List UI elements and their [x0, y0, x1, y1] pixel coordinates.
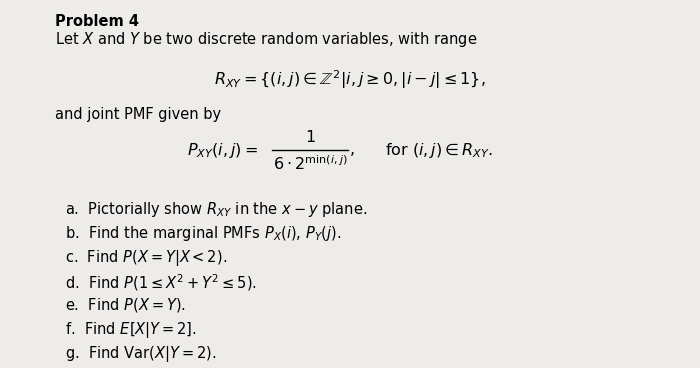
Text: b.  Find the marginal PMFs $P_X(i)$, $P_Y(j)$.: b. Find the marginal PMFs $P_X(i)$, $P_Y… — [65, 224, 342, 243]
Text: Problem 4: Problem 4 — [55, 14, 139, 29]
Text: Let $X$ and $Y$ be two discrete random variables, with range: Let $X$ and $Y$ be two discrete random v… — [55, 30, 477, 49]
Text: c.  Find $P(X = Y|X < 2)$.: c. Find $P(X = Y|X < 2)$. — [65, 248, 227, 268]
Text: e.  Find $P(X = Y)$.: e. Find $P(X = Y)$. — [65, 296, 186, 314]
Text: $6 \cdot 2^{\min(i,j)}$: $6 \cdot 2^{\min(i,j)}$ — [272, 155, 347, 173]
Text: for $(i, j) \in R_{XY}.$: for $(i, j) \in R_{XY}.$ — [385, 141, 494, 159]
Text: g.  Find $\mathrm{Var}(X|Y = 2)$.: g. Find $\mathrm{Var}(X|Y = 2)$. — [65, 344, 216, 364]
Text: $R_{XY} = \{(i,j) \in \mathbb{Z}^2|i, j \geq 0, |i - j| \leq 1\},$: $R_{XY} = \{(i,j) \in \mathbb{Z}^2|i, j … — [214, 68, 486, 91]
Text: d.  Find $P(1 \leq X^2 + Y^2 \leq 5)$.: d. Find $P(1 \leq X^2 + Y^2 \leq 5)$. — [65, 272, 257, 293]
Text: a.  Pictorially show $R_{XY}$ in the $x - y$ plane.: a. Pictorially show $R_{XY}$ in the $x -… — [65, 200, 368, 219]
Text: $1$: $1$ — [304, 129, 316, 145]
Text: and joint PMF given by: and joint PMF given by — [55, 107, 221, 122]
Text: $P_{XY}(i,j) =$: $P_{XY}(i,j) =$ — [187, 141, 258, 159]
Text: f.  Find $E[X|Y = 2]$.: f. Find $E[X|Y = 2]$. — [65, 320, 197, 340]
Text: ,: , — [350, 142, 355, 158]
